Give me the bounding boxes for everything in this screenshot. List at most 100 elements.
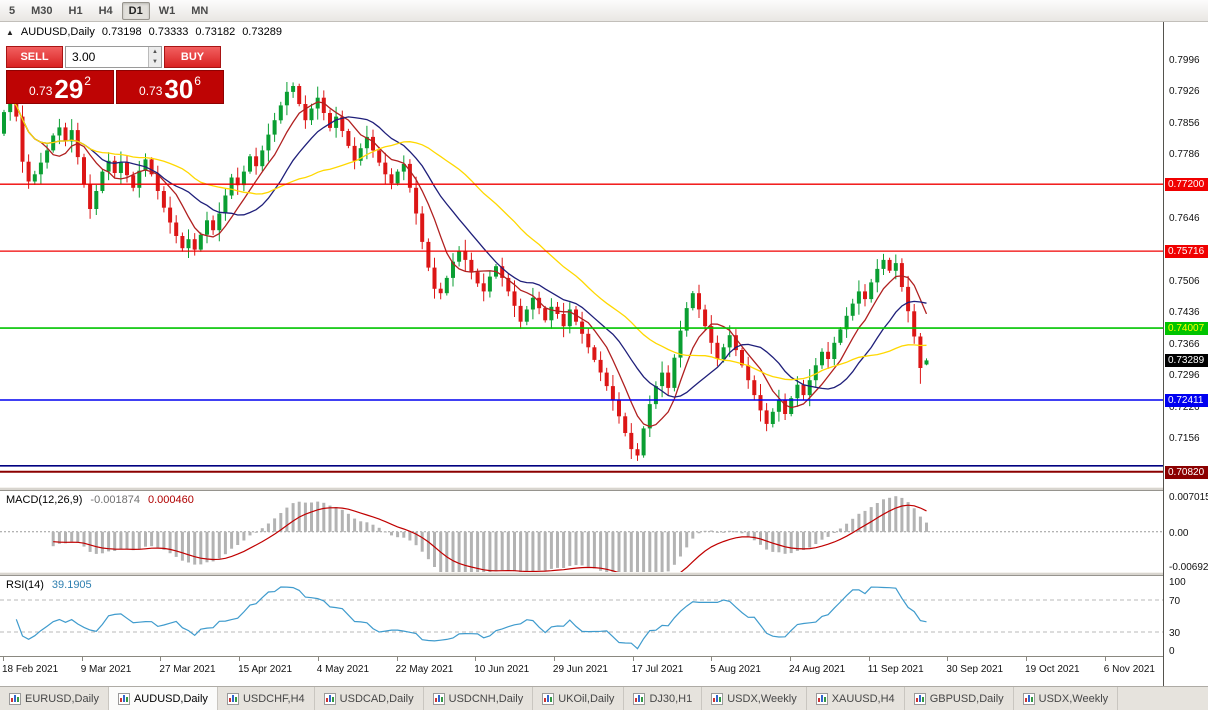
timeframe-button-d1[interactable]: D1 [121,1,150,20]
chart-tab[interactable]: XAUUSD,H4 [806,687,905,710]
date-label: 22 May 2021 [395,664,454,675]
price-tick: 0.7996 [1169,54,1200,66]
tab-chart-icon [117,692,130,705]
date-tick [868,657,870,661]
chart-tab-label: AUDUSD,Daily [133,692,208,705]
chart-tab[interactable]: USDCHF,H4 [217,687,315,710]
sell-price-prefix: 0.73 [29,84,53,98]
tab-chart-icon [226,692,239,705]
macd-signal-value: 0.000460 [147,494,194,506]
date-label: 18 Feb 2021 [2,664,59,675]
price-tick: 0.7366 [1169,338,1200,350]
volume-up-icon[interactable]: ▲ [149,47,161,57]
price-tick: 0.7436 [1169,307,1200,319]
date-label: 4 May 2021 [316,664,370,675]
volume-down-icon[interactable]: ▼ [149,57,161,67]
chart-tab-label: EURUSD,Daily [25,692,99,705]
tab-chart-icon [9,692,21,705]
chart-tab[interactable]: USDX,Weekly [702,687,807,710]
date-axis[interactable]: 18 Feb 2021 9 Mar 2021 27 Mar 2021 15 Apr 2… [0,656,1163,686]
timeframe-button-h1[interactable]: H1 [68,4,83,17]
chart-tab-label: UKOil,Daily [558,692,615,705]
price-line-badge: 0.70820 [1165,465,1208,479]
volume-input[interactable] [66,47,148,67]
chart-tab[interactable]: DJ30,H1 [624,687,703,710]
ohlc-open-value: 0.73198 [101,26,142,38]
date-tick [3,657,4,661]
symbol-timeframe-label: AUDUSD,Daily [20,26,95,38]
chart-tab[interactable]: UKOil,Daily [533,687,625,710]
price-axis[interactable]: 0.79960.79260.78560.77860.77160.76460.75… [1163,22,1208,686]
chart-tab[interactable]: EURUSD,Daily [0,687,109,710]
price-tick: 0.7296 [1169,370,1200,382]
date-tick [396,657,398,661]
date-tick [632,657,634,661]
macd-axis-label: 0.00 [1169,527,1189,539]
sell-price-pips: 29 [54,73,84,104]
sell-price-display[interactable]: 0.73 29 2 [6,70,114,104]
tab-chart-icon [323,692,336,705]
timeframe-button-mn[interactable]: MN [191,4,209,17]
rsi-axis-label: 70 [1169,596,1181,607]
date-label: 5 Aug 2021 [710,664,761,675]
date-tick [239,657,241,661]
chart-tab[interactable]: GBPUSD,Daily [904,687,1014,710]
rsi-axis-label: 0 [1169,646,1175,657]
price-chart-svg[interactable] [0,22,1163,487]
macd-axis-label: 0.007015 [1169,492,1208,503]
date-label: 15 Apr 2021 [238,664,293,675]
chart-tab[interactable]: USDCNH,Daily [423,687,534,710]
price-tick: 0.7646 [1169,212,1200,224]
price-tick: 0.7856 [1169,117,1200,129]
chart-tab-label: XAUUSD,H4 [831,692,895,705]
rsi-pane[interactable]: RSI(14) 39.1905 [0,576,1163,656]
oneclick-collapse-icon[interactable]: ▲ [6,27,14,37]
date-tick [160,657,162,661]
price-tick: 0.7156 [1169,433,1200,445]
tab-chart-icon [542,692,555,705]
macd-svg[interactable] [0,491,1163,572]
ohlc-low-value: 0.73182 [195,26,236,38]
rsi-label: RSI(14) 39.1905 [6,579,92,591]
tab-chart-icon [815,692,828,705]
pane-resize-handle-rsi[interactable] [0,572,1208,576]
chart-tab-label: USDCHF,H4 [242,692,305,705]
buy-price-point: 6 [194,74,201,88]
date-label: 10 Jun 2021 [474,664,530,675]
timeframe-button-h4[interactable]: H4 [98,4,113,17]
rsi-name: RSI(14) [6,579,44,591]
sell-button[interactable]: SELL [6,46,63,68]
buy-price-prefix: 0.73 [139,84,163,98]
volume-field: ▲ ▼ [65,46,162,68]
tab-chart-icon [633,692,646,705]
ohlc-high-value: 0.73333 [148,26,189,38]
date-label: 11 Sep 2021 [867,664,924,675]
rsi-svg[interactable] [0,576,1163,656]
timeframe-toolbar: 5 M30 H1 H4 D1 W1 MN [0,0,1208,22]
timeframe-button-5[interactable]: 5 [9,4,16,17]
date-label: 17 Jul 2021 [631,664,684,675]
chart-tab[interactable]: USDX,Weekly [1013,687,1119,710]
chart-tab[interactable]: USDCAD,Daily [314,687,424,710]
date-tick [790,657,791,661]
price-tick: 0.7926 [1169,86,1200,98]
timeframe-button-w1[interactable]: W1 [158,4,176,17]
buy-price-display[interactable]: 0.73 30 6 [116,70,224,104]
buy-price-pips: 30 [164,73,194,104]
tab-chart-icon [1022,692,1035,705]
date-tick [947,657,949,661]
date-tick [553,657,555,661]
chart-tab[interactable]: AUDUSD,Daily [108,687,218,710]
price-tick: 0.7226 [1169,401,1200,413]
chart-tab-label: DJ30,H1 [649,692,693,705]
date-tick [711,657,713,661]
macd-name: MACD(12,26,9) [6,494,83,506]
buy-button[interactable]: BUY [164,46,221,68]
date-label: 27 Mar 2021 [159,664,216,675]
macd-pane[interactable]: MACD(12,26,9) -0.001874 0.000460 [0,491,1163,572]
price-chart-pane[interactable]: ▲ AUDUSD,Daily 0.73198 0.73333 0.73182 0… [0,22,1163,487]
pane-resize-handle-macd[interactable] [0,487,1208,491]
timeframe-button-m30[interactable]: M30 [31,4,53,17]
sell-price-point: 2 [84,74,91,88]
